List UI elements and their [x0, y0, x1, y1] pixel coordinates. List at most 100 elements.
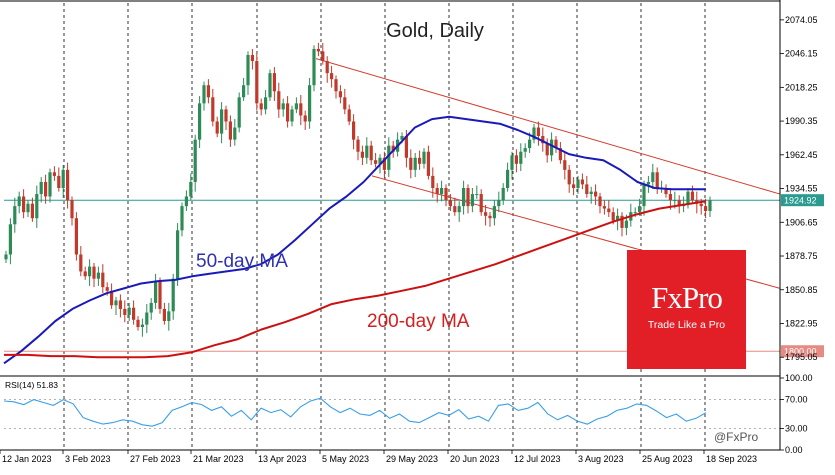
candle-body — [224, 109, 228, 122]
candle-body — [673, 200, 677, 202]
candle-body — [57, 175, 61, 188]
candle-body — [193, 139, 197, 182]
candle-body — [576, 179, 580, 188]
candle-body — [145, 312, 149, 325]
rsi-line — [3, 397, 707, 427]
candle-body — [330, 73, 334, 80]
candle-body — [448, 200, 452, 207]
candle-body — [704, 206, 708, 211]
candle-body — [8, 224, 12, 255]
candle-body — [189, 181, 193, 197]
x-tick-label: 18 Sep 2023 — [706, 454, 757, 464]
candle-body — [149, 302, 153, 313]
watermark: @FxPro — [714, 430, 759, 444]
candle-body — [602, 206, 606, 209]
x-tick-label: 29 May 2023 — [386, 454, 438, 464]
candle-body — [519, 151, 523, 164]
candle-body — [61, 169, 65, 188]
candle-body — [171, 278, 175, 312]
candle-body — [70, 200, 74, 219]
candle-body — [79, 254, 83, 272]
candle-body — [316, 48, 320, 52]
candle-body — [338, 91, 342, 98]
candle-body — [206, 85, 210, 98]
candle-body — [369, 145, 373, 161]
candle-body — [22, 196, 26, 213]
candle-body — [501, 188, 505, 201]
candle-body — [655, 172, 659, 188]
candle-body — [387, 145, 391, 170]
y-tick-label: 1822.95 — [785, 318, 818, 328]
candle-body — [400, 136, 404, 140]
rsi-y-tick-label: 100.00 — [785, 373, 813, 383]
x-tick-label: 3 Aug 2023 — [578, 454, 624, 464]
ma200-annotation: 200-day MA — [367, 311, 470, 332]
level-tag — [781, 345, 824, 358]
y-tick-label: 1990.35 — [785, 116, 818, 126]
candle-body — [114, 300, 118, 306]
candle-body — [479, 194, 483, 213]
candle-body — [563, 160, 567, 170]
candle-body — [39, 181, 43, 195]
candle-body — [233, 127, 237, 140]
candle-body — [541, 136, 545, 144]
candle-body — [365, 145, 369, 158]
candle-body — [127, 307, 131, 315]
candle-body — [488, 215, 492, 219]
candle-body — [589, 191, 593, 195]
candle-body — [378, 157, 382, 164]
candle-body — [162, 308, 166, 322]
ma200-line — [4, 200, 707, 359]
candle-body — [211, 97, 215, 122]
level-tag-label: 1924.92 — [784, 196, 817, 206]
candle-body — [699, 203, 703, 207]
candle-body — [651, 172, 655, 182]
candle-body — [52, 172, 56, 176]
candle-body — [409, 157, 413, 170]
candle-body — [382, 157, 386, 170]
candle-body — [462, 188, 466, 207]
candle-body — [470, 194, 474, 207]
level-tag — [781, 194, 824, 207]
rsi-layer — [3, 397, 780, 429]
candle-body — [237, 97, 241, 128]
candle-body — [334, 79, 338, 92]
candle-body — [624, 220, 628, 228]
candle-body — [215, 121, 219, 134]
candle-body — [66, 169, 70, 201]
y-tick-label: 1934.55 — [785, 184, 818, 194]
level-lines-layer: 1924.92 1800.00 — [4, 194, 824, 358]
candle-body — [594, 191, 598, 197]
candle-body — [558, 148, 562, 161]
candle-body — [510, 155, 514, 170]
candle-body — [607, 208, 611, 213]
candle-body — [321, 51, 325, 62]
candle-body — [374, 160, 378, 164]
candle-body — [545, 143, 549, 156]
x-tick-label: 27 Feb 2023 — [130, 454, 181, 464]
candle-body — [506, 169, 510, 188]
candle-body — [259, 103, 263, 110]
candle-body — [435, 188, 439, 195]
x-tick-label: 12 Jul 2023 — [514, 454, 561, 464]
x-axis-ticks: 12 Jan 2023 3 Feb 2023 27 Feb 2023 21 Mar 2… — [0, 450, 757, 464]
chart-title: Gold, Daily — [386, 20, 484, 42]
rsi-title: RSI(14) 51.83 — [5, 380, 58, 390]
candle-body — [286, 103, 290, 122]
candle-body — [255, 61, 259, 104]
candle-body — [176, 230, 180, 279]
channel-upper-line — [315, 58, 781, 195]
x-tick-label: 20 Jun 2023 — [450, 454, 500, 464]
candle-body — [290, 109, 294, 122]
candle-body — [686, 191, 690, 204]
candle-body — [44, 181, 48, 197]
candle-body — [418, 157, 422, 164]
candle-body — [272, 73, 276, 92]
candle-body — [308, 85, 312, 122]
candle-body — [611, 212, 615, 221]
y-tick-label: 1850.85 — [785, 285, 818, 295]
grid-layer — [63, 3, 706, 450]
candle-body — [638, 206, 642, 213]
candle-body — [550, 139, 554, 156]
